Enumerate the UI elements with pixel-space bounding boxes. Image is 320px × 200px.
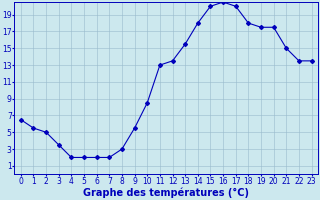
X-axis label: Graphe des températures (°C): Graphe des températures (°C) [83,187,249,198]
